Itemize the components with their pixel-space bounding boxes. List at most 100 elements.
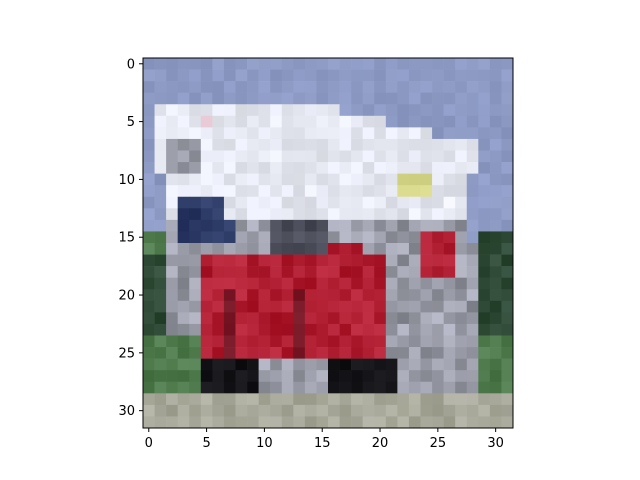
- image-pixel: [362, 312, 375, 325]
- image-pixel: [351, 219, 363, 232]
- image-pixel: [362, 81, 375, 93]
- image-pixel: [362, 254, 375, 267]
- image-pixel: [223, 58, 236, 70]
- image-pixel: [443, 358, 456, 371]
- image-pixel: [385, 393, 398, 406]
- image-pixel: [351, 323, 363, 336]
- image-pixel: [443, 312, 456, 325]
- image-pixel: [258, 277, 271, 290]
- image-pixel: [247, 335, 259, 348]
- image-pixel: [420, 312, 433, 325]
- image-pixel: [293, 150, 306, 163]
- image-pixel: [455, 416, 468, 429]
- image-pixel: [154, 347, 167, 359]
- image-pixel: [212, 162, 225, 174]
- image-pixel: [189, 104, 202, 117]
- image-pixel: [374, 69, 387, 82]
- image-pixel: [166, 196, 178, 209]
- image-pixel: [166, 393, 178, 406]
- image-pixel: [443, 335, 456, 348]
- image-pixel: [351, 404, 363, 417]
- image-pixel: [223, 358, 236, 371]
- image-pixel: [328, 277, 340, 290]
- image-pixel: [223, 370, 236, 383]
- image-pixel: [212, 404, 225, 417]
- image-pixel: [385, 416, 398, 429]
- image-pixel: [432, 266, 444, 278]
- image-pixel: [166, 300, 178, 313]
- image-pixel: [466, 92, 479, 105]
- image-pixel: [212, 104, 225, 117]
- image-pixel: [177, 162, 190, 174]
- image-pixel: [316, 138, 329, 151]
- image-pixel: [374, 289, 387, 302]
- image-pixel: [489, 254, 502, 267]
- image-pixel: [362, 173, 375, 186]
- image-pixel: [397, 127, 410, 140]
- image-pixel: [408, 162, 421, 174]
- image-pixel: [200, 277, 213, 290]
- image-pixel: [258, 173, 271, 186]
- image-pixel: [432, 104, 444, 117]
- image-pixel: [189, 162, 202, 174]
- image-pixel: [501, 416, 514, 429]
- image-pixel: [223, 81, 236, 93]
- image-pixel: [143, 208, 155, 221]
- image-pixel: [166, 150, 178, 163]
- image-pixel: [478, 416, 491, 429]
- image-pixel: [281, 347, 294, 359]
- image-pixel: [328, 335, 340, 348]
- image-pixel: [489, 127, 502, 140]
- image-pixel: [200, 254, 213, 267]
- image-pixel: [489, 92, 502, 105]
- image-pixel: [177, 300, 190, 313]
- image-pixel: [351, 196, 363, 209]
- image-pixel: [143, 381, 155, 394]
- image-pixel: [501, 81, 514, 93]
- image-pixel: [339, 115, 352, 128]
- image-pixel: [154, 81, 167, 93]
- x-tick-label: 15: [314, 436, 331, 451]
- image-pixel: [466, 393, 479, 406]
- image-pixel: [374, 347, 387, 359]
- image-pixel: [328, 185, 340, 198]
- image-pixel: [212, 127, 225, 140]
- image-pixel: [177, 370, 190, 383]
- image-pixel: [478, 323, 491, 336]
- image-pixel: [408, 323, 421, 336]
- image-pixel: [478, 370, 491, 383]
- image-pixel: [501, 92, 514, 105]
- image-pixel: [304, 289, 317, 302]
- image-pixel: [281, 208, 294, 221]
- image-pixel: [432, 277, 444, 290]
- image-pixel: [189, 150, 202, 163]
- image-pixel: [328, 231, 340, 244]
- image-pixel: [408, 370, 421, 383]
- image-pixel: [223, 404, 236, 417]
- image-pixel: [466, 127, 479, 140]
- image-pixel: [166, 104, 178, 117]
- image-pixel: [212, 81, 225, 93]
- image-pixel: [143, 162, 155, 174]
- image-pixel: [501, 150, 514, 163]
- image-pixel: [455, 358, 468, 371]
- image-pixel: [154, 150, 167, 163]
- image-pixel: [432, 150, 444, 163]
- image-pixel: [466, 277, 479, 290]
- image-pixel: [247, 393, 259, 406]
- image-pixel: [270, 381, 283, 394]
- x-tick-label: 10: [256, 436, 273, 451]
- image-pixel: [443, 393, 456, 406]
- image-pixel: [328, 266, 340, 278]
- image-pixel: [154, 312, 167, 325]
- image-pixel: [166, 219, 178, 232]
- image-pixel: [374, 115, 387, 128]
- image-pixel: [339, 231, 352, 244]
- image-pixel: [189, 277, 202, 290]
- image-pixel: [200, 289, 213, 302]
- image-pixel: [143, 393, 155, 406]
- image-pixel: [189, 196, 202, 209]
- image-pixel: [177, 381, 190, 394]
- image-pixel: [362, 416, 375, 429]
- image-pixel: [385, 312, 398, 325]
